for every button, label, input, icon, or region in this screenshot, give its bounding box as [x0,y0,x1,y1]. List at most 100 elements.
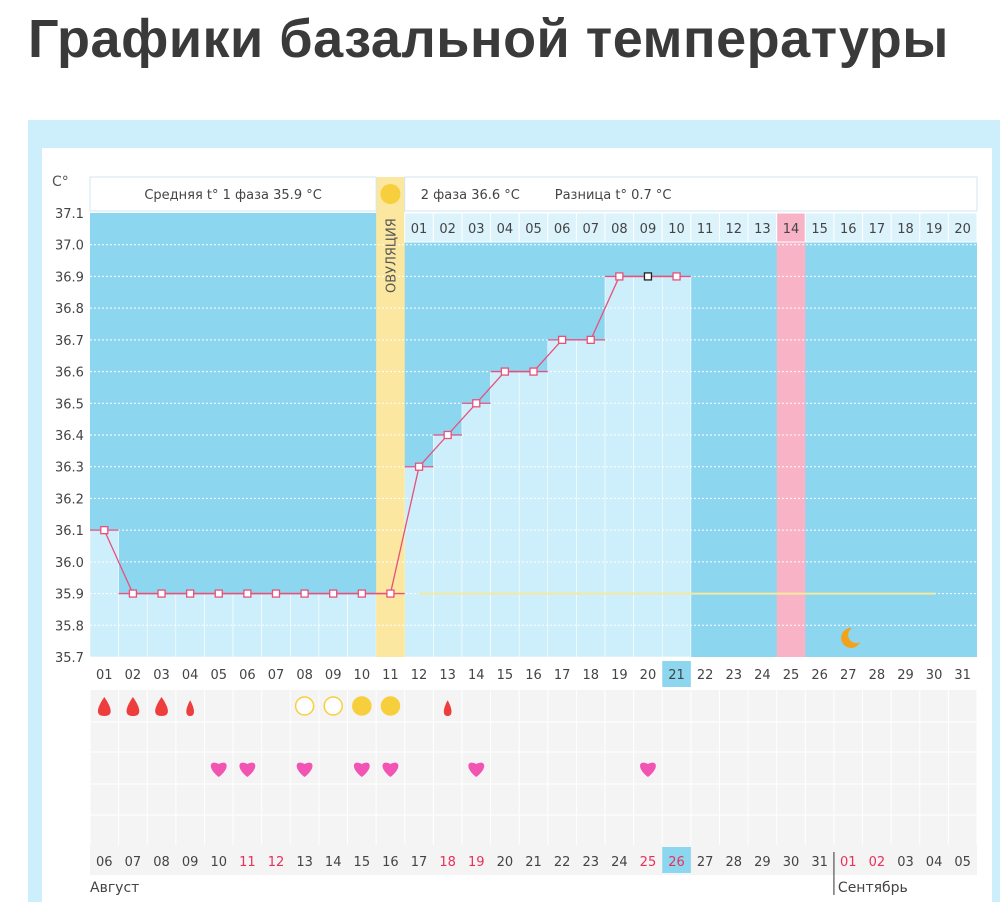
date-label: 19 [468,855,485,870]
heart-icon [353,762,370,777]
y-tick-label: 36.4 [55,429,84,444]
phase2-day-label: 17 [869,222,886,237]
y-axis-unit: C° [52,174,69,190]
ovulation-column [376,177,405,657]
temperature-point [557,335,567,345]
y-tick-label: 35.8 [55,619,84,634]
phase2-day-label: 14 [783,222,800,237]
heart-icon [296,762,313,777]
phase2-day-cell [661,212,692,243]
y-tick-label: 35.9 [55,588,84,603]
phase2-day-label: 18 [897,222,914,237]
cycle-day-label: 16 [525,668,542,683]
cycle-day-label: 23 [726,668,743,683]
month-label: Сентябрь [838,880,908,896]
cycle-day-label: 02 [125,668,142,683]
ovulation-label: ОВУЛЯЦИЯ [384,218,399,293]
temperature-bar [490,371,520,658]
cycle-day-label: 15 [497,668,514,683]
y-tick-label: 36.5 [55,397,84,412]
phase2-day-cell [432,212,463,243]
phase2-day-label: 11 [697,222,714,237]
temperature-point [443,430,452,440]
y-tick-label: 36.2 [55,492,84,507]
heart-icon [382,762,399,777]
date-label: 30 [783,855,800,870]
date-label: 06 [96,855,113,870]
cycle-day-label: 05 [210,668,227,683]
temperature-difference: Разница t° 0.7 °C [555,188,672,203]
phase2-day-label: 04 [497,222,514,237]
date-label: 22 [554,855,571,870]
temperature-bar [433,434,463,658]
cycle-day-label: 10 [354,668,371,683]
cycle-day-label: 17 [554,668,571,683]
temperature-point [243,589,252,598]
date-label: 23 [582,855,599,870]
y-tick-label: 36.9 [55,270,84,285]
temperature-point [672,272,681,281]
phase2-day-label: 13 [754,222,771,237]
cycle-day-label: 29 [897,668,914,683]
blood-drop-icon [126,697,140,716]
y-tick-label: 36.7 [55,334,84,349]
cycle-day-label: 31 [954,668,971,683]
today-highlight [662,847,691,873]
cycle-day-label: 27 [840,668,857,683]
date-label: 24 [611,855,628,870]
phase2-day-label: 08 [611,222,628,237]
temperature-point [500,367,510,376]
cycle-day-label: 19 [611,668,628,683]
blood-drop-icon [97,697,111,716]
mucus-circle-icon [352,696,372,716]
phase1-header [89,176,377,212]
date-label: 29 [754,855,771,870]
phase2-day-label: 09 [640,222,657,237]
phase2-day-label: 07 [582,222,599,237]
y-tick-label: 36.0 [55,556,84,571]
temperature-point [615,272,624,281]
cycle-day-label: 21 [668,668,685,683]
phase2-day-label: 16 [840,222,857,237]
phase2-day-cell [461,212,492,243]
mucus-circle-icon [294,696,315,716]
phase2-day-cell [833,212,864,243]
month-label: Август [90,880,139,896]
phase2-day-label: 06 [554,222,571,237]
temperature-point [414,462,424,471]
date-label: 08 [153,855,170,870]
date-label: 12 [268,855,285,870]
cycle-day-label: 01 [96,668,113,683]
heart-icon [468,762,485,777]
heart-icon [239,762,256,777]
date-label: 16 [382,855,399,870]
phase2-day-label: 10 [668,222,685,237]
date-label: 31 [811,855,828,870]
cycle-day-label: 11 [382,668,399,683]
cycle-day-label: 22 [697,668,714,683]
date-label: 14 [325,855,342,870]
blood-drop-icon [186,700,194,716]
heart-icon [640,762,656,777]
cycle-day-label: 14 [468,668,485,683]
y-tick-label: 37.0 [55,239,84,254]
date-label: 05 [954,855,971,870]
phase2-day-cell [919,212,949,243]
y-tick-label: 36.1 [55,524,84,539]
heart-icon [210,762,227,777]
phase2-day-label: 01 [411,222,428,237]
temperature-point [329,589,338,598]
date-label: 03 [897,855,914,870]
y-tick-label: 36.8 [55,302,84,317]
phase2-day-label: 20 [954,222,971,237]
phase2-day-cell [747,212,778,243]
date-label: 27 [697,855,714,870]
y-tick-label: 37.1 [55,207,84,222]
y-tick-label: 36.3 [55,461,84,476]
date-label: 11 [239,855,256,870]
temperature-point [357,589,366,598]
phase2-day-label: 02 [439,222,456,237]
phase2-day-cell [575,212,606,243]
temperature-point [214,589,223,598]
